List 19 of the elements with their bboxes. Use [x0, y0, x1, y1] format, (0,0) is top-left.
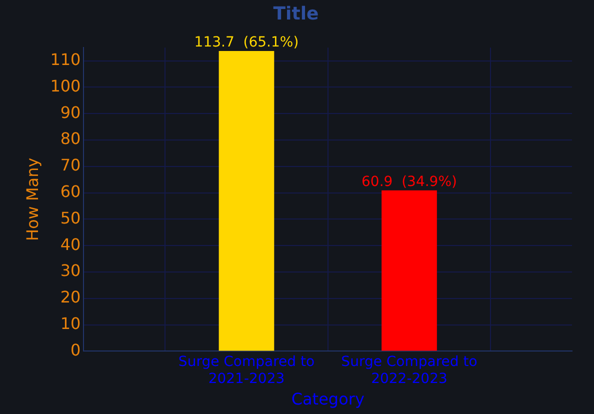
y-tick-label: 70: [60, 156, 81, 175]
x-tick-label: Surge Compared to 2022-2023: [341, 354, 478, 388]
y-tick-label: 90: [60, 102, 81, 122]
y-tick-label: 60: [60, 182, 81, 201]
chart-title: Title: [273, 3, 319, 24]
data-label: 113.7 (65.1%): [194, 34, 299, 51]
y-tick-label: 10: [60, 314, 81, 333]
x-axis-title: Category: [291, 390, 364, 409]
y-tick-label: 0: [70, 340, 81, 360]
y-tick-label: 110: [50, 50, 81, 69]
y-tick-label: 80: [60, 129, 81, 148]
y-tick-label: 40: [60, 234, 81, 254]
data-label: 60.9 (34.9%): [362, 174, 457, 190]
y-axis-title: How Many: [22, 158, 42, 242]
y-tick-label: 100: [50, 76, 81, 96]
x-tick-label: Surge Compared to 2021-2023: [178, 354, 315, 388]
y-tick-label: 50: [60, 208, 81, 228]
y-tick-label: 20: [60, 288, 81, 307]
y-tick-label: 30: [60, 261, 81, 280]
